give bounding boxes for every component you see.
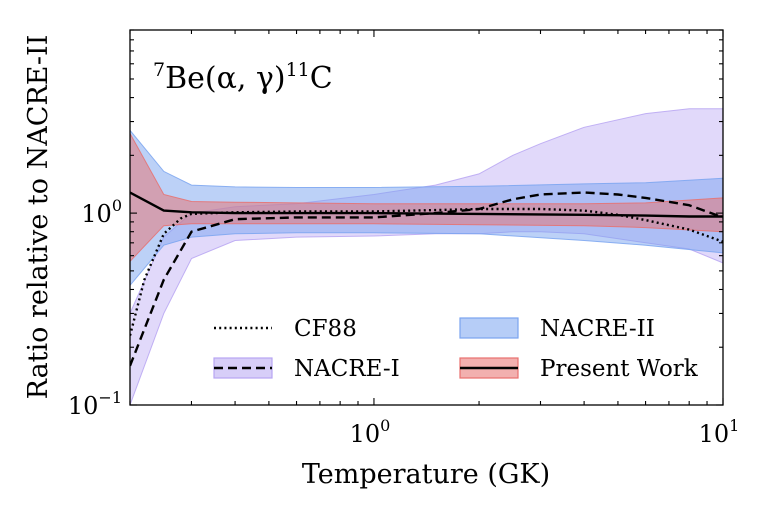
x-axis-label: Temperature (GK) [302,459,550,490]
legend-label: NACRE-II [540,316,655,342]
annotation-mass-number: 7 [153,59,165,81]
legend-swatch [459,317,519,339]
legend: CF88 NACRE-II NACRE-I Present Work [213,316,699,382]
reaction-annotation: 7Be(α, γ)11C [153,59,333,96]
axis-ticks: 100 101 10−1 100 [68,29,740,448]
legend-item-nacre-i: NACRE-I [213,356,400,382]
legend-item-present-work: Present Work [459,356,699,382]
annotation-product: C [310,61,333,96]
x-tick-label: 100 [350,416,391,448]
line-cf88 [130,207,723,336]
annotation-target: Be [165,61,205,96]
x-tick-label: 101 [699,416,740,448]
annotation-product-mass: 11 [286,59,310,81]
line-nacre-i [130,191,723,367]
uncertainty-bands [130,108,723,405]
legend-item-nacre-ii: NACRE-II [459,316,655,342]
annotation-reaction: (α, γ) [205,61,286,96]
legend-label: Present Work [540,356,699,382]
series-lines [130,191,723,367]
y-tick-label: 100 [81,196,122,228]
legend-label: NACRE-I [294,356,400,382]
legend-label: CF88 [294,316,357,342]
plot-frame [129,29,724,406]
line-present-work [130,191,723,218]
y-axis-label: Ratio relative to NACRE-II [23,35,54,400]
y-tick-label: 10−1 [68,388,122,420]
band-present-work [130,132,723,263]
legend-item-cf88: CF88 [214,316,357,342]
